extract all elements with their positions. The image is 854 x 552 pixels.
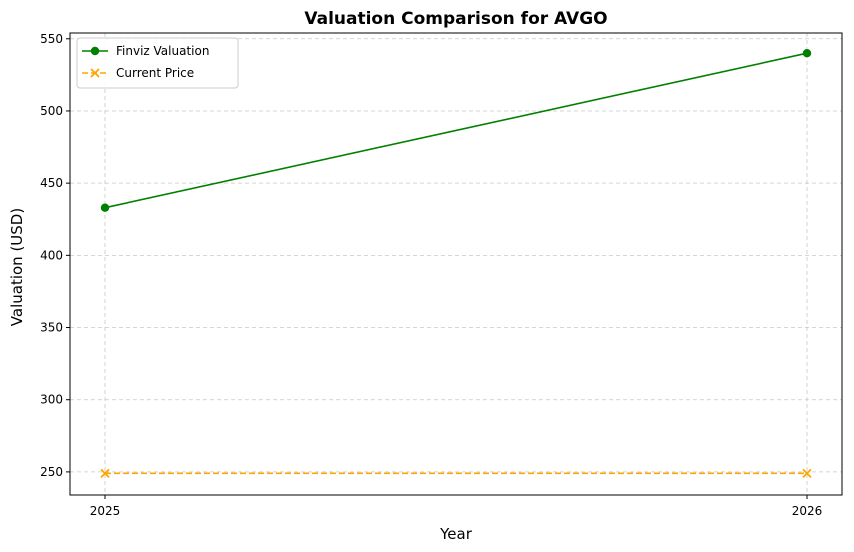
x-tick-label: 2025 — [90, 504, 121, 518]
y-tick-label: 450 — [40, 176, 63, 190]
plot-frame — [69, 32, 843, 496]
legend-marker — [90, 46, 100, 56]
legend-entry: Finviz Valuation — [82, 44, 209, 58]
y-tick-label: 400 — [40, 248, 63, 262]
chart-title: Valuation Comparison for AVGO — [304, 9, 607, 29]
data-point — [100, 468, 110, 478]
y-tick-label: 250 — [40, 465, 63, 479]
legend-label: Finviz Valuation — [116, 44, 209, 58]
legend-label: Current Price — [116, 66, 194, 80]
axis-ticks: 250 300 350 400 450 500 550 2025 2026 — [40, 32, 822, 518]
data-point — [100, 203, 110, 212]
grid-lines — [70, 33, 842, 495]
y-tick-label: 300 — [40, 393, 63, 407]
legend-entry: Current Price — [82, 66, 194, 80]
legend-box — [76, 37, 239, 89]
data-point — [802, 49, 812, 58]
x-tick-label: 2026 — [792, 504, 823, 518]
y-tick-label: 500 — [40, 104, 63, 118]
series-layer — [100, 49, 812, 478]
series-line-0 — [104, 52, 808, 209]
legend: Finviz Valuation Current Price — [76, 37, 239, 89]
y-tick-label: 350 — [40, 321, 63, 335]
y-tick-label: 550 — [40, 32, 63, 46]
x-axis-title: Year — [439, 525, 473, 543]
data-point — [802, 468, 812, 478]
legend-marker — [90, 68, 100, 78]
y-axis-title: Valuation (USD) — [8, 208, 26, 326]
